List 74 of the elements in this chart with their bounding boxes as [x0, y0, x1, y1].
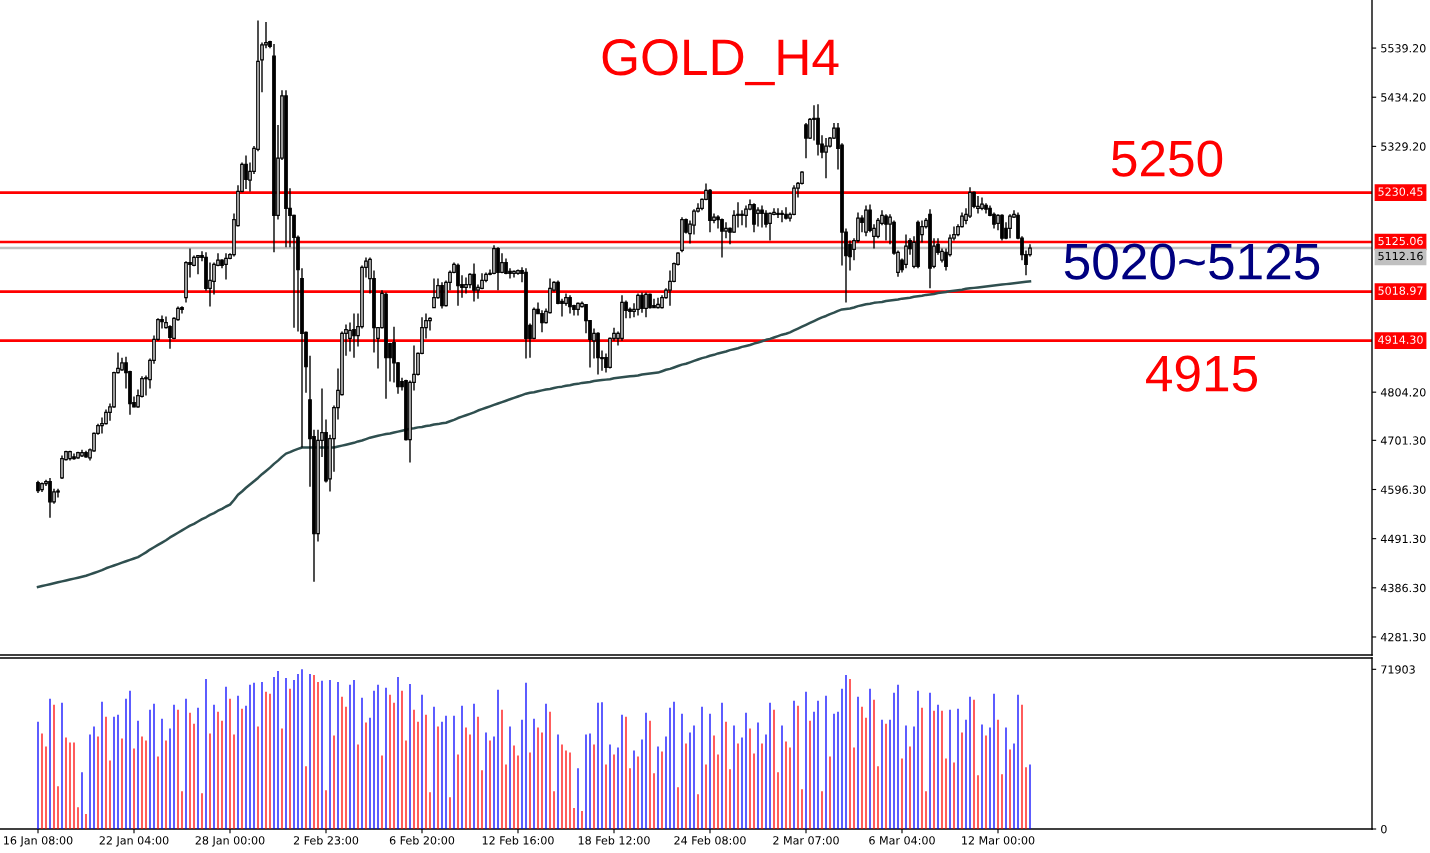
candlestick	[48, 477, 52, 519]
candlestick	[352, 312, 356, 359]
candlestick	[776, 207, 780, 219]
y-tick-label: 5329.20	[1381, 142, 1426, 151]
ref-line-label: 5018.97	[1378, 286, 1423, 295]
ref-line-label: 5125.06	[1378, 236, 1423, 246]
annotation: 4915	[1146, 355, 1258, 392]
x-tick-label: 28 Jan 00:00	[195, 836, 265, 847]
text: GOLD_H4	[602, 39, 839, 86]
candlestick	[540, 309, 544, 334]
candlestick	[824, 137, 828, 180]
candlestick	[724, 221, 728, 239]
x-tick-label: 16 Jan 08:00	[4, 836, 73, 847]
candlestick	[976, 195, 980, 215]
y-tick-label: 4596.30	[1380, 485, 1426, 494]
candlestick	[1000, 213, 1004, 242]
candlestick	[784, 206, 788, 221]
candlestick	[440, 281, 444, 310]
candlestick	[644, 291, 648, 319]
x-tick-label: 2 Mar 07:00	[773, 836, 839, 845]
y-tick-label: 0	[1381, 824, 1387, 834]
y-tick-label: 71903	[1381, 665, 1415, 674]
candlestick	[496, 246, 500, 291]
ref-line-label: 5230.45	[1378, 187, 1423, 196]
candlestick	[60, 454, 64, 480]
candlestick	[568, 294, 572, 315]
x-tick-label: 12 Feb 16:00	[482, 835, 554, 845]
y-tick-label: 4491.30	[1380, 534, 1426, 544]
candlestick	[760, 204, 764, 229]
candlestick	[904, 233, 908, 269]
candlestick	[740, 209, 744, 226]
candlestick	[1008, 213, 1012, 239]
candlestick	[464, 276, 468, 295]
annotation: 5250	[1111, 140, 1223, 177]
candlestick	[636, 292, 640, 317]
candlestick	[884, 213, 888, 242]
candlestick	[716, 214, 720, 230]
candlestick	[456, 262, 460, 307]
y-tick-label: 4701.30	[1380, 436, 1426, 445]
candlestick	[432, 277, 436, 309]
x-tick-label: 18 Feb 12:00	[578, 835, 650, 845]
candlestick	[472, 262, 476, 303]
candlestick	[208, 261, 212, 308]
candlestick	[864, 204, 868, 238]
y-tick-label: 5539.20	[1381, 44, 1426, 53]
candlestick	[812, 104, 816, 142]
y-tick-label: 4386.30	[1380, 583, 1426, 593]
y-tick-label: 5434.20	[1381, 93, 1426, 102]
y-tick-label: 4281.30	[1380, 632, 1426, 642]
candlestick	[744, 204, 748, 229]
candlestick	[720, 217, 724, 259]
candlestick	[640, 291, 644, 314]
candlestick	[392, 326, 396, 384]
line-series	[36, 280, 1032, 589]
ref-line-label: 5112.16	[1378, 251, 1423, 261]
candlestick	[804, 122, 808, 159]
annotation: 5020~5125	[1064, 243, 1320, 280]
candlestick	[736, 201, 740, 229]
x-tick-label: 24 Feb 08:00	[674, 835, 746, 845]
candlestick	[244, 154, 248, 190]
x-tick-label: 6 Feb 20:00	[389, 835, 455, 845]
ref-line-label: 4914.30	[1378, 335, 1423, 344]
x-tick-label: 12 Mar 00:00	[962, 836, 1035, 845]
candlestick	[752, 202, 756, 233]
candlestick	[756, 206, 760, 228]
candlestick	[768, 211, 772, 242]
candlestick	[196, 254, 200, 275]
x-tick-label: 6 Mar 04:00	[869, 836, 935, 845]
x-tick-label: 2 Feb 23:00	[293, 835, 359, 845]
y-tick-label: 4804.20	[1380, 388, 1426, 397]
candlestick	[780, 209, 784, 224]
candlestick	[652, 297, 656, 309]
x-tick-label: 22 Jan 04:00	[99, 836, 169, 847]
candlestick	[224, 252, 228, 281]
